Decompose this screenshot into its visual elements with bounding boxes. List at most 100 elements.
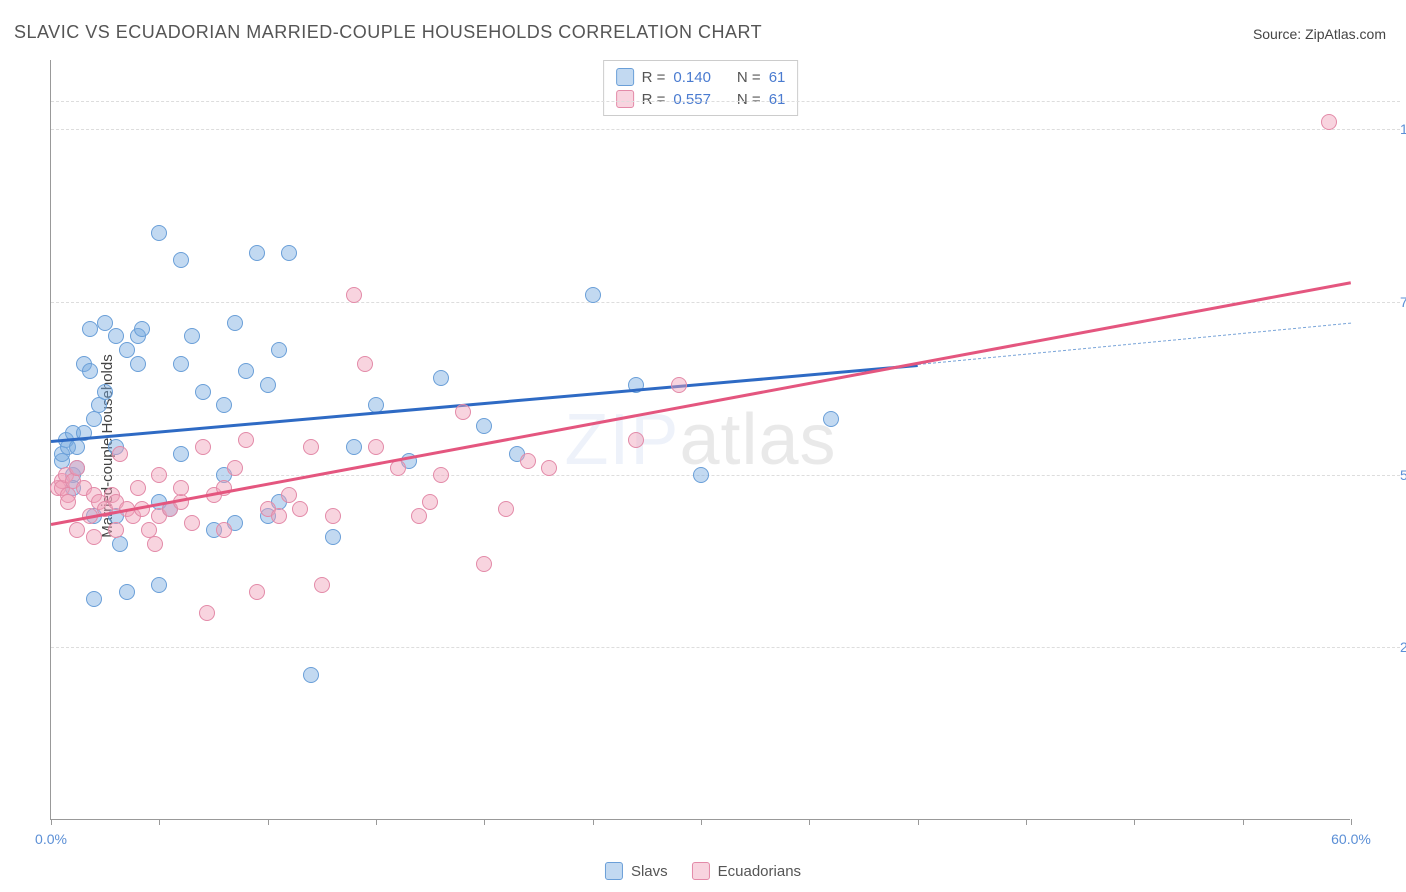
scatter-point: [134, 321, 150, 337]
scatter-point: [216, 397, 232, 413]
scatter-point: [281, 245, 297, 261]
scatter-point: [69, 522, 85, 538]
scatter-point: [86, 411, 102, 427]
scatter-point: [86, 529, 102, 545]
legend-row-slavs: R = 0.140 N = 61: [616, 66, 786, 88]
scatter-point: [292, 501, 308, 517]
scatter-point: [628, 432, 644, 448]
scatter-point: [281, 487, 297, 503]
grid-line: [51, 101, 1400, 102]
scatter-point: [173, 446, 189, 462]
scatter-point: [368, 439, 384, 455]
scatter-point: [184, 328, 200, 344]
x-tick: [51, 819, 52, 825]
x-tick: [1351, 819, 1352, 825]
scatter-point: [147, 536, 163, 552]
scatter-point: [455, 404, 471, 420]
legend-item-slavs: Slavs: [605, 862, 668, 880]
scatter-point: [227, 460, 243, 476]
x-tick: [1134, 819, 1135, 825]
scatter-point: [249, 245, 265, 261]
scatter-point: [119, 584, 135, 600]
scatter-point: [60, 494, 76, 510]
x-tick: [159, 819, 160, 825]
scatter-point: [184, 515, 200, 531]
scatter-point: [82, 363, 98, 379]
regression-extension: [918, 323, 1351, 365]
scatter-point: [216, 522, 232, 538]
x-tick: [484, 819, 485, 825]
scatter-point: [108, 328, 124, 344]
scatter-point: [86, 591, 102, 607]
r-label: R =: [642, 91, 666, 108]
y-tick-label: 75.0%: [1400, 294, 1406, 310]
scatter-point: [433, 370, 449, 386]
r-value-slavs: 0.140: [673, 69, 711, 86]
plot-area: ZIPatlas R = 0.140 N = 61 R = 0.557 N = …: [50, 60, 1350, 820]
x-tick-label: 60.0%: [1331, 831, 1371, 847]
swatch-ecuadorians: [692, 862, 710, 880]
grid-line: [51, 475, 1400, 476]
correlation-legend: R = 0.140 N = 61 R = 0.557 N = 61: [603, 60, 799, 116]
scatter-point: [130, 480, 146, 496]
scatter-point: [108, 522, 124, 538]
scatter-point: [112, 536, 128, 552]
scatter-point: [91, 397, 107, 413]
scatter-point: [173, 356, 189, 372]
scatter-point: [173, 480, 189, 496]
scatter-point: [130, 356, 146, 372]
r-value-ecuadorians: 0.557: [673, 91, 711, 108]
series-label-ecuadorians: Ecuadorians: [718, 863, 801, 880]
chart-title: SLAVIC VS ECUADORIAN MARRIED-COUPLE HOUS…: [14, 22, 762, 43]
scatter-point: [476, 556, 492, 572]
scatter-point: [271, 508, 287, 524]
scatter-point: [476, 418, 492, 434]
scatter-point: [671, 377, 687, 393]
x-tick: [1026, 819, 1027, 825]
scatter-point: [173, 252, 189, 268]
n-label: N =: [737, 69, 761, 86]
scatter-point: [411, 508, 427, 524]
y-tick-label: 25.0%: [1400, 639, 1406, 655]
scatter-point: [260, 377, 276, 393]
scatter-point: [151, 577, 167, 593]
grid-line: [51, 129, 1400, 130]
scatter-point: [823, 411, 839, 427]
scatter-point: [195, 439, 211, 455]
n-value-slavs: 61: [769, 69, 786, 86]
legend-item-ecuadorians: Ecuadorians: [692, 862, 801, 880]
swatch-ecuadorians: [616, 90, 634, 108]
scatter-point: [433, 467, 449, 483]
scatter-point: [325, 529, 341, 545]
x-tick: [809, 819, 810, 825]
scatter-point: [303, 439, 319, 455]
scatter-point: [199, 605, 215, 621]
scatter-point: [357, 356, 373, 372]
scatter-point: [249, 584, 265, 600]
scatter-point: [195, 384, 211, 400]
chart-container: SLAVIC VS ECUADORIAN MARRIED-COUPLE HOUS…: [0, 0, 1406, 892]
source-label: Source: ZipAtlas.com: [1253, 26, 1386, 42]
scatter-point: [238, 363, 254, 379]
regression-line: [51, 281, 1351, 525]
x-tick: [268, 819, 269, 825]
y-tick-label: 100.0%: [1400, 121, 1406, 137]
scatter-point: [541, 460, 557, 476]
r-label: R =: [642, 69, 666, 86]
scatter-point: [69, 439, 85, 455]
scatter-point: [314, 577, 330, 593]
x-tick: [376, 819, 377, 825]
scatter-point: [69, 460, 85, 476]
scatter-point: [238, 432, 254, 448]
scatter-point: [422, 494, 438, 510]
scatter-point: [119, 342, 135, 358]
scatter-point: [112, 446, 128, 462]
scatter-point: [151, 467, 167, 483]
series-label-slavs: Slavs: [631, 863, 668, 880]
swatch-slavs: [605, 862, 623, 880]
scatter-point: [1321, 114, 1337, 130]
grid-line: [51, 302, 1400, 303]
scatter-point: [97, 384, 113, 400]
scatter-point: [498, 501, 514, 517]
x-tick: [918, 819, 919, 825]
